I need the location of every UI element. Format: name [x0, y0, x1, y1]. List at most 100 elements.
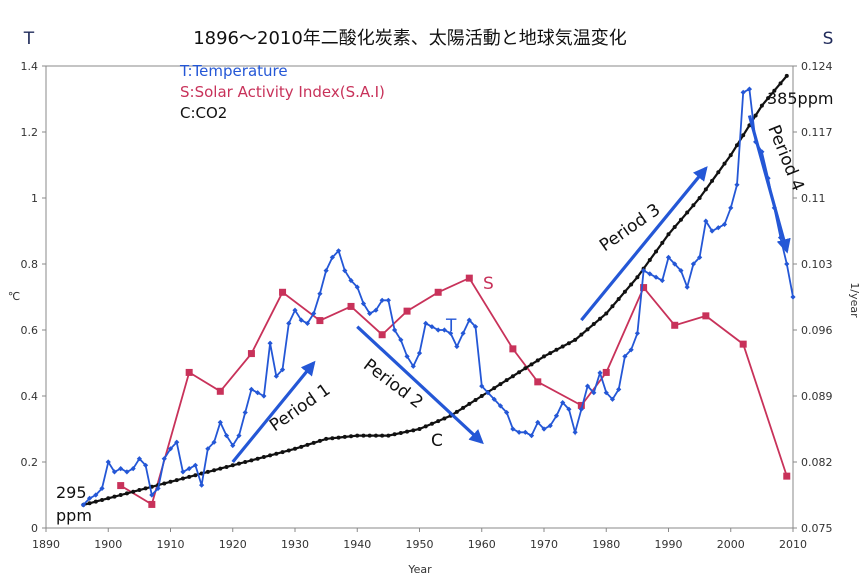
co2-point [380, 433, 385, 438]
period-2-arrow [356, 325, 484, 445]
co2-point [317, 438, 322, 443]
legend-temperature: T:Temperature [179, 62, 288, 80]
temperature-point [392, 327, 398, 333]
co2-point [268, 453, 273, 458]
temperature-point [715, 225, 721, 231]
temperature-point [790, 294, 796, 300]
co2-point [461, 405, 466, 410]
y-left-tick-label: 0.2 [21, 456, 39, 469]
left-axis-letter: T [23, 29, 35, 49]
series-label-s: S [483, 274, 494, 294]
temperature-point [261, 393, 267, 399]
co2-point [255, 456, 260, 461]
co2-point [299, 444, 304, 449]
temperature-point [516, 429, 522, 435]
temperature-point [454, 343, 460, 350]
temperature-point [665, 254, 672, 260]
y-left-axis-ticks: 0 0.2 0.4 0.6 0.8 1 1.2 1.4 [21, 60, 46, 535]
temperature-point [136, 456, 142, 462]
temperature-point [167, 446, 174, 452]
period-4-arrow [747, 115, 791, 254]
temperature-point [690, 261, 696, 267]
solar-point [403, 307, 411, 315]
co2-point [703, 187, 708, 192]
temperature-point [130, 466, 136, 472]
co2-point [367, 433, 372, 438]
x-tick-label: 1990 [655, 538, 683, 551]
temperature-point [709, 228, 715, 234]
temperature-point [678, 268, 684, 274]
co2-point [473, 397, 478, 402]
co2-point [467, 401, 472, 406]
co2-point [118, 493, 123, 497]
plot-border [45, 65, 794, 529]
co2-point [759, 103, 764, 108]
temperature-point [429, 324, 435, 330]
co2-point [529, 362, 534, 367]
co2-point [678, 217, 683, 222]
co2-point [535, 358, 540, 363]
temperature-point [491, 396, 497, 402]
co2-point [174, 478, 179, 483]
co2-point [311, 440, 316, 445]
temperature-point [329, 254, 335, 260]
co2-point [274, 451, 279, 456]
co2-point [697, 196, 702, 200]
temperature-point [286, 320, 292, 326]
co2-point [423, 424, 428, 429]
temperature-point [541, 426, 547, 432]
temperature-point [560, 400, 566, 406]
temperature-point [105, 459, 111, 465]
co2-point [454, 409, 459, 414]
co2-point [585, 327, 590, 332]
co2-start-unit: ppm [56, 506, 92, 525]
temperature-point [342, 268, 348, 274]
temperature-point [553, 413, 560, 419]
co2-point [429, 421, 434, 426]
x-tick-label: 1900 [94, 538, 122, 551]
co2-point [249, 458, 254, 463]
temperature-point [354, 284, 360, 290]
co2-point [205, 469, 210, 474]
y-left-tick-label: 1.2 [21, 126, 39, 139]
co2-point [286, 448, 291, 453]
temperature-point [784, 261, 790, 267]
co2-point [542, 354, 546, 359]
co2-point [436, 419, 441, 424]
co2-start-value: 295 [56, 483, 87, 502]
solar-point [739, 340, 747, 348]
temperature-point [143, 462, 149, 468]
series-label-c: C [431, 431, 443, 451]
y-right-tick-label: 0.103 [801, 258, 833, 271]
co2-point [722, 161, 727, 166]
series-t [80, 86, 796, 508]
x-tick-label: 1930 [281, 538, 309, 551]
chart-title: 1896〜2010年二酸化炭素、太陽活動と地球気温変化 [193, 28, 627, 49]
co2-point [660, 240, 665, 245]
temperature-point [435, 327, 441, 333]
co2-point [772, 88, 777, 93]
y-left-tick-label: 0.4 [21, 390, 39, 403]
y-left-tick-label: 0 [31, 522, 38, 535]
solar-point [671, 321, 679, 329]
co2-point [579, 332, 584, 337]
co2-end-label: 385ppm [767, 89, 833, 108]
temperature-point [180, 469, 186, 475]
temperature-point [111, 469, 118, 475]
temperature-point [118, 466, 124, 472]
co2-point [510, 374, 515, 379]
temperature-point [317, 291, 323, 297]
temperature-point [510, 426, 516, 432]
period-3-label: Period 3 [596, 200, 664, 256]
temperature-point [267, 340, 273, 346]
co2-point [355, 433, 360, 438]
solar-point [465, 274, 473, 282]
temperature-point [578, 406, 584, 412]
temperature-point [423, 320, 429, 326]
co2-point [193, 473, 198, 478]
temperature-point [628, 347, 634, 353]
co2-point [498, 382, 503, 387]
co2-point [405, 429, 410, 434]
solar-point [316, 317, 324, 325]
temperature-point [653, 274, 659, 280]
